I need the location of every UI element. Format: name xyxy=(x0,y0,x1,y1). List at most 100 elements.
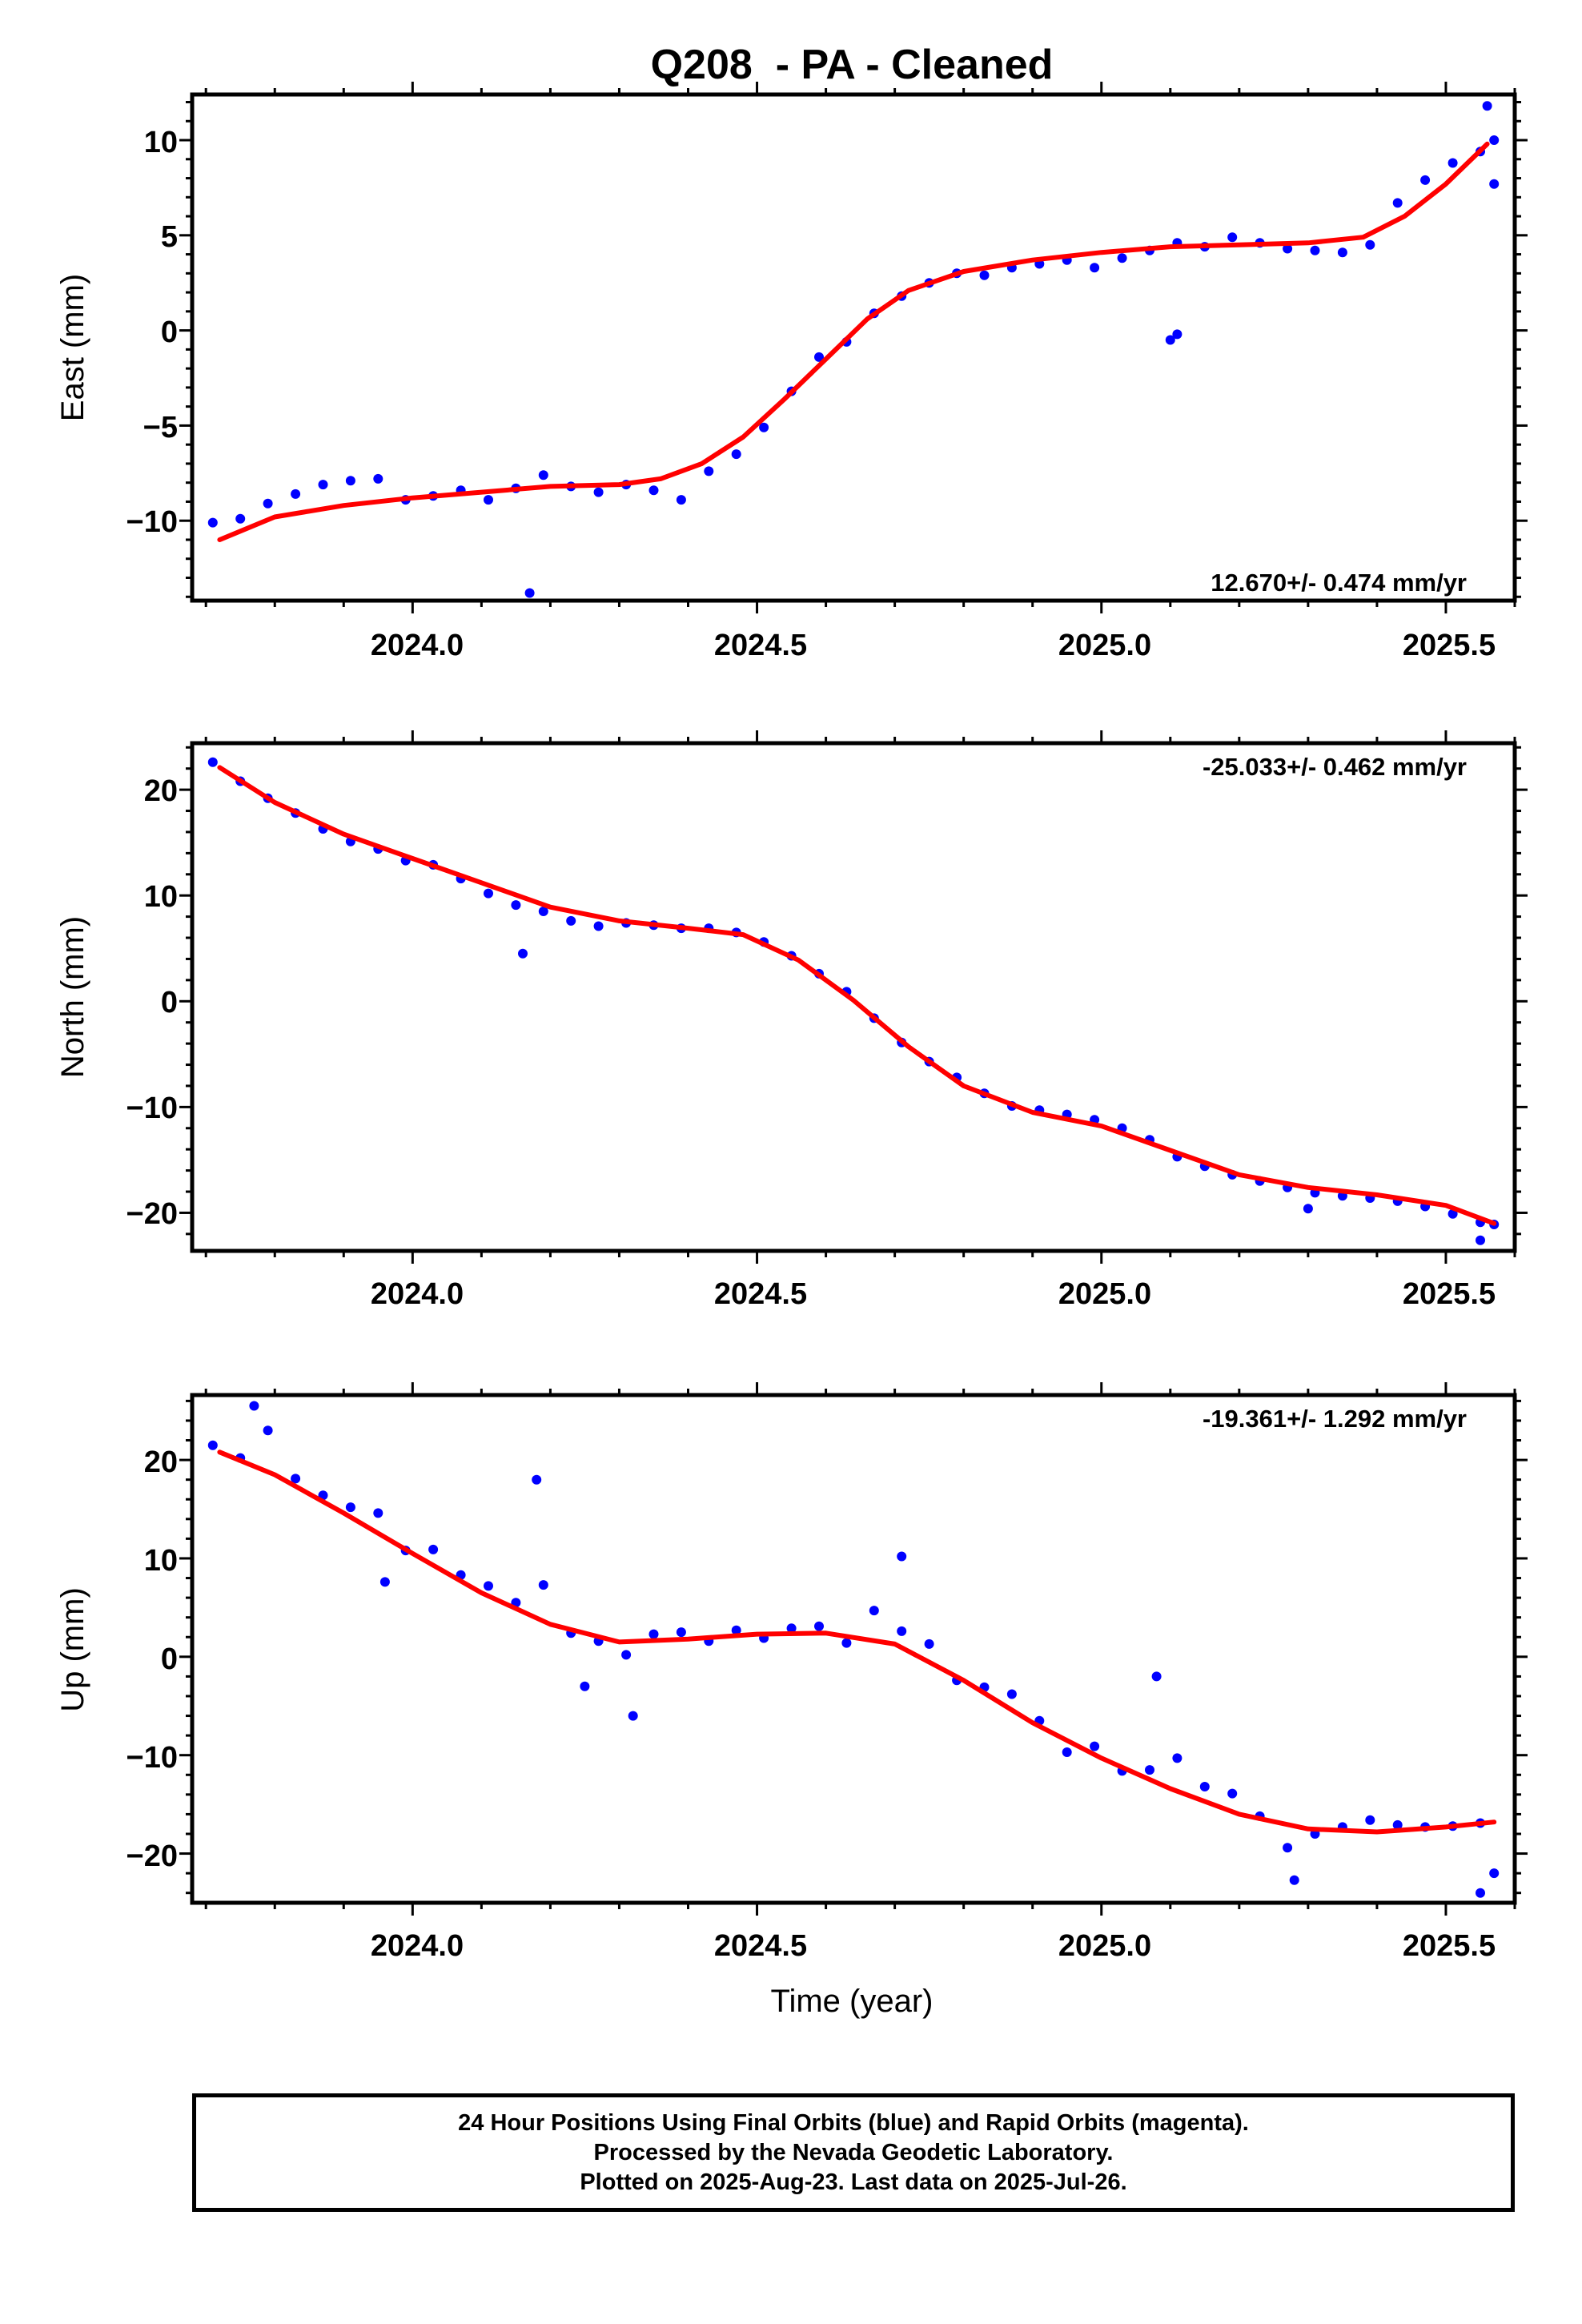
east-y-tick-label: 10 xyxy=(144,126,178,159)
north-x-tick-label: 2025.5 xyxy=(1403,1277,1496,1311)
north-plot-frame xyxy=(190,741,1517,1253)
north-data-point xyxy=(593,921,604,931)
up-rate-label: -19.361+/- 1.292 mm/yr xyxy=(1203,1405,1467,1433)
east-data-point xyxy=(538,470,548,480)
north-rate-label: -25.033+/- 0.462 mm/yr xyxy=(1203,753,1467,781)
east-data-point xyxy=(1420,175,1431,185)
east-panel: 10 5 0 −5 −10 2024.0 2024.5 2025.0 2025.… xyxy=(55,82,1528,662)
north-data-point xyxy=(207,757,218,767)
east-data-point xyxy=(1283,243,1293,254)
east-y-axis-label: East (mm) xyxy=(55,274,90,421)
east-y-tick-label: −5 xyxy=(143,411,178,444)
north-data-point xyxy=(518,948,528,959)
east-x-tick-label: 2024.5 xyxy=(714,629,807,662)
footer-caption-box: 24 Hour Positions Using Final Orbits (bl… xyxy=(192,2093,1515,2212)
up-data-point xyxy=(249,1401,259,1411)
up-data-point xyxy=(532,1474,542,1485)
north-data-point xyxy=(1303,1204,1313,1214)
up-data-point xyxy=(1062,1747,1072,1757)
up-data-point xyxy=(207,1440,218,1450)
north-panel: 20 10 0 −10 −20 2024.0 2024.5 2025.0 202… xyxy=(55,730,1528,1311)
east-data-point xyxy=(291,489,301,499)
up-y-tick-label: 10 xyxy=(144,1544,178,1578)
footer-line-2: Processed by the Nevada Geodetic Laborat… xyxy=(593,2139,1114,2165)
east-y-tick-label: 5 xyxy=(161,220,178,254)
east-data-point xyxy=(593,487,604,497)
up-data-point xyxy=(897,1626,907,1636)
up-data-point xyxy=(786,1623,797,1634)
east-data-point xyxy=(263,498,273,509)
north-data-marks xyxy=(207,757,1500,1245)
up-data-point xyxy=(1151,1671,1162,1682)
east-rate-label: 12.670+/- 0.474 mm/yr xyxy=(1211,569,1467,597)
east-axis-ticks xyxy=(179,82,1528,613)
east-y-tick-label: −10 xyxy=(126,505,178,539)
east-data-point xyxy=(1489,135,1500,145)
east-data-point xyxy=(1227,232,1238,243)
x-axis-label: Time (year) xyxy=(771,1984,934,2019)
up-y-tick-label: 20 xyxy=(144,1445,178,1479)
east-data-point xyxy=(1337,247,1347,258)
east-data-point xyxy=(979,270,990,280)
up-data-point xyxy=(869,1606,879,1616)
up-x-tick-label: 2025.5 xyxy=(1403,1929,1496,1963)
east-data-point xyxy=(1165,335,1175,345)
east-x-tick-label: 2024.0 xyxy=(371,629,464,662)
east-data-point xyxy=(1310,245,1320,255)
north-y-axis-label: North (mm) xyxy=(55,916,90,1078)
up-data-point xyxy=(731,1625,741,1635)
up-data-point xyxy=(648,1629,659,1639)
up-data-point xyxy=(1365,1815,1375,1825)
up-x-tick-label: 2024.5 xyxy=(714,1929,807,1963)
north-data-point xyxy=(538,907,548,916)
up-data-point xyxy=(621,1650,632,1660)
east-y-tick-label: 0 xyxy=(161,316,178,349)
up-data-point xyxy=(1199,1782,1210,1791)
east-data-point xyxy=(1117,253,1127,263)
up-data-point xyxy=(1476,1888,1485,1898)
up-data-point xyxy=(484,1581,493,1591)
east-data-point xyxy=(345,476,355,486)
up-data-point xyxy=(1006,1689,1017,1699)
up-data-point xyxy=(1227,1788,1238,1799)
up-data-point xyxy=(263,1425,273,1436)
north-y-tick-label: 10 xyxy=(144,880,178,914)
up-x-tick-label: 2024.0 xyxy=(371,1929,464,1963)
up-data-point xyxy=(428,1544,439,1554)
up-data-point xyxy=(1145,1765,1154,1775)
up-data-point xyxy=(1489,1868,1500,1879)
north-y-tick-label: 20 xyxy=(144,774,178,808)
up-data-point xyxy=(814,1621,824,1631)
up-data-point xyxy=(676,1627,686,1638)
north-x-tick-label: 2024.0 xyxy=(371,1277,464,1311)
north-data-point xyxy=(484,888,493,899)
up-data-point xyxy=(897,1551,907,1562)
east-data-point xyxy=(814,352,824,362)
north-x-tick-label: 2025.0 xyxy=(1058,1277,1151,1311)
east-data-point xyxy=(524,588,535,598)
footer-line-1: 24 Hour Positions Using Final Orbits (bl… xyxy=(458,2109,1249,2136)
up-data-point xyxy=(1090,1741,1100,1751)
east-fit-line xyxy=(217,141,1490,542)
up-y-axis-label: Up (mm) xyxy=(55,1587,90,1712)
north-data-point xyxy=(1447,1208,1458,1219)
east-data-point xyxy=(484,495,493,505)
up-fit-line xyxy=(217,1449,1497,1835)
east-data-point xyxy=(1365,239,1375,250)
north-axis-ticks xyxy=(179,730,1528,1264)
up-data-point xyxy=(379,1577,390,1587)
up-y-tick-label: 0 xyxy=(161,1642,178,1676)
chart-title: Q208 - PA - Cleaned xyxy=(651,42,1054,88)
up-y-tick-label: −10 xyxy=(126,1741,178,1775)
up-data-point xyxy=(538,1580,548,1590)
up-data-point xyxy=(373,1508,383,1518)
north-y-tick-label: −10 xyxy=(126,1092,178,1125)
east-data-point xyxy=(1482,101,1492,111)
north-y-tick-label: −20 xyxy=(126,1197,178,1231)
up-data-point xyxy=(580,1681,590,1691)
east-data-point xyxy=(704,466,714,476)
footer-line-3: Plotted on 2025-Aug-23. Last data on 202… xyxy=(580,2169,1127,2195)
east-data-point xyxy=(1447,158,1458,168)
east-plot-frame xyxy=(190,92,1517,603)
